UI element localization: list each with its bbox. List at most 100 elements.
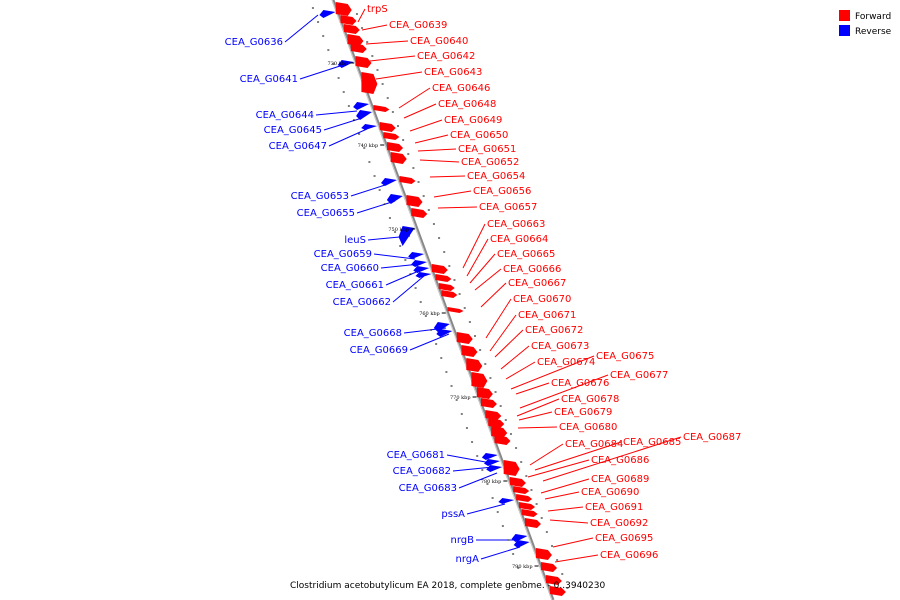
gene-label-cea-g0654[interactable]: CEA_G0654 — [467, 171, 525, 182]
gene-label-cea-g0643[interactable]: CEA_G0643 — [424, 67, 482, 78]
forward-gene-block[interactable] — [431, 264, 448, 274]
gene-label-nrgb[interactable]: nrgB — [451, 535, 475, 546]
gene-label-cea-g0656[interactable]: CEA_G0656 — [473, 186, 531, 197]
gene-label-cea-g0662[interactable]: CEA_G0662 — [333, 297, 391, 308]
gene-label-cea-g0696[interactable]: CEA_G0696 — [600, 550, 658, 561]
reverse-gene-block[interactable] — [411, 260, 428, 267]
gene-label-pssa[interactable]: pssA — [441, 509, 465, 520]
gene-label-cea-g0666[interactable]: CEA_G0666 — [503, 264, 561, 275]
gene-label-cea-g0639[interactable]: CEA_G0639 — [389, 20, 447, 31]
reverse-gene-block[interactable] — [415, 272, 432, 278]
gene-label-cea-g0672[interactable]: CEA_G0672 — [525, 325, 583, 336]
forward-gene-block[interactable] — [441, 290, 458, 298]
forward-gene-block[interactable] — [509, 477, 526, 487]
forward-gene-block[interactable] — [461, 345, 478, 357]
reverse-gene-block[interactable] — [511, 534, 528, 542]
gene-label-cea-g0686[interactable]: CEA_G0686 — [591, 455, 649, 466]
forward-gene-block[interactable] — [535, 548, 552, 560]
gene-label-cea-g0670[interactable]: CEA_G0670 — [513, 294, 571, 305]
gene-label-cea-g0640[interactable]: CEA_G0640 — [410, 36, 468, 47]
gene-label-cea-g0687[interactable]: CEA_G0687 — [683, 432, 741, 443]
gene-label-cea-g0671[interactable]: CEA_G0671 — [518, 310, 576, 321]
forward-gene-block[interactable] — [411, 208, 428, 218]
gene-label-cea-g0674[interactable]: CEA_G0674 — [537, 357, 595, 368]
forward-gene-block[interactable] — [521, 509, 538, 517]
forward-gene-block[interactable] — [485, 410, 502, 420]
reverse-gene-block[interactable] — [486, 465, 503, 472]
gene-label-cea-g0644[interactable]: CEA_G0644 — [256, 110, 314, 121]
forward-gene-block[interactable] — [545, 575, 562, 585]
gene-label-cea-g0679[interactable]: CEA_G0679 — [554, 407, 612, 418]
gene-label-trps[interactable]: trpS — [367, 4, 388, 15]
gene-label-cea-g0685[interactable]: CEA_G0685 — [623, 437, 681, 448]
gene-label-cea-g0657[interactable]: CEA_G0657 — [479, 202, 537, 213]
gene-label-cea-g0645[interactable]: CEA_G0645 — [264, 125, 322, 136]
forward-gene-block[interactable] — [524, 518, 541, 528]
gene-label-cea-g0691[interactable]: CEA_G0691 — [585, 502, 643, 513]
reverse-gene-block[interactable] — [498, 498, 515, 504]
reverse-gene-block[interactable] — [381, 178, 397, 186]
gene-label-cea-g0682[interactable]: CEA_G0682 — [393, 466, 451, 477]
reverse-gene-block[interactable] — [337, 60, 354, 68]
forward-gene-block[interactable] — [513, 486, 530, 494]
forward-gene-block[interactable] — [541, 562, 558, 572]
reverse-gene-block[interactable] — [353, 102, 370, 110]
forward-gene-block[interactable] — [466, 358, 483, 372]
gene-label-cea-g0695[interactable]: CEA_G0695 — [595, 533, 653, 544]
gene-label-cea-g0669[interactable]: CEA_G0669 — [350, 345, 408, 356]
reverse-gene-block[interactable] — [436, 329, 453, 337]
gene-label-cea-g0673[interactable]: CEA_G0673 — [531, 341, 589, 352]
gene-label-cea-g0667[interactable]: CEA_G0667 — [508, 278, 566, 289]
reverse-gene-block[interactable] — [356, 110, 373, 120]
forward-gene-block[interactable] — [383, 132, 400, 140]
reverse-gene-block[interactable] — [319, 10, 336, 18]
gene-label-cea-g0642[interactable]: CEA_G0642 — [417, 51, 475, 62]
forward-gene-block[interactable] — [438, 283, 455, 291]
gene-label-cea-g0646[interactable]: CEA_G0646 — [432, 83, 490, 94]
reverse-gene-block[interactable] — [433, 322, 450, 332]
gene-label-cea-g0659[interactable]: CEA_G0659 — [314, 249, 372, 260]
gene-label-cea-g0689[interactable]: CEA_G0689 — [591, 474, 649, 485]
forward-gene-block[interactable] — [350, 43, 367, 53]
gene-label-cea-g0660[interactable]: CEA_G0660 — [321, 263, 379, 274]
reverse-gene-block[interactable] — [386, 194, 403, 204]
forward-gene-block[interactable] — [406, 195, 423, 207]
gene-label-cea-g0661[interactable]: CEA_G0661 — [326, 280, 384, 291]
gene-label-cea-g0664[interactable]: CEA_G0664 — [490, 234, 548, 245]
forward-gene-block[interactable] — [476, 387, 493, 399]
forward-gene-block[interactable] — [373, 105, 390, 112]
forward-gene-block[interactable] — [379, 122, 396, 132]
gene-label-cea-g0649[interactable]: CEA_G0649 — [444, 115, 502, 126]
gene-label-cea-g0663[interactable]: CEA_G0663 — [487, 219, 545, 230]
forward-gene-block[interactable] — [488, 418, 505, 428]
forward-gene-block[interactable] — [494, 435, 511, 445]
forward-gene-block[interactable] — [390, 152, 407, 164]
gene-label-cea-g0647[interactable]: CEA_G0647 — [269, 141, 327, 152]
forward-gene-block[interactable] — [480, 398, 497, 408]
gene-label-cea-g0636[interactable]: CEA_G0636 — [225, 37, 283, 48]
gene-label-cea-g0648[interactable]: CEA_G0648 — [438, 99, 496, 110]
gene-label-cea-g0675[interactable]: CEA_G0675 — [596, 351, 654, 362]
gene-label-cea-g0680[interactable]: CEA_G0680 — [559, 422, 617, 433]
forward-gene-block[interactable] — [335, 2, 352, 16]
gene-label-cea-g0650[interactable]: CEA_G0650 — [450, 130, 508, 141]
reverse-gene-block[interactable] — [361, 124, 378, 130]
reverse-gene-block[interactable] — [481, 453, 498, 460]
gene-label-cea-g0684[interactable]: CEA_G0684 — [565, 439, 623, 450]
forward-gene-block[interactable] — [447, 307, 464, 313]
gene-label-cea-g0678[interactable]: CEA_G0678 — [561, 394, 619, 405]
reverse-gene-block[interactable] — [484, 459, 501, 466]
gene-label-cea-g0690[interactable]: CEA_G0690 — [581, 487, 639, 498]
reverse-gene-block[interactable] — [408, 252, 425, 259]
gene-label-cea-g0641[interactable]: CEA_G0641 — [240, 74, 298, 85]
forward-gene-block[interactable] — [516, 494, 533, 502]
gene-label-cea-g0692[interactable]: CEA_G0692 — [590, 518, 648, 529]
forward-gene-block[interactable] — [340, 15, 357, 25]
gene-label-cea-g0668[interactable]: CEA_G0668 — [344, 328, 402, 339]
forward-gene-block[interactable] — [435, 274, 452, 282]
forward-gene-block[interactable] — [491, 426, 508, 438]
forward-gene-block[interactable] — [519, 502, 536, 510]
forward-gene-block[interactable] — [503, 460, 520, 476]
gene-label-cea-g0665[interactable]: CEA_G0665 — [497, 249, 555, 260]
forward-gene-block[interactable] — [549, 586, 566, 596]
